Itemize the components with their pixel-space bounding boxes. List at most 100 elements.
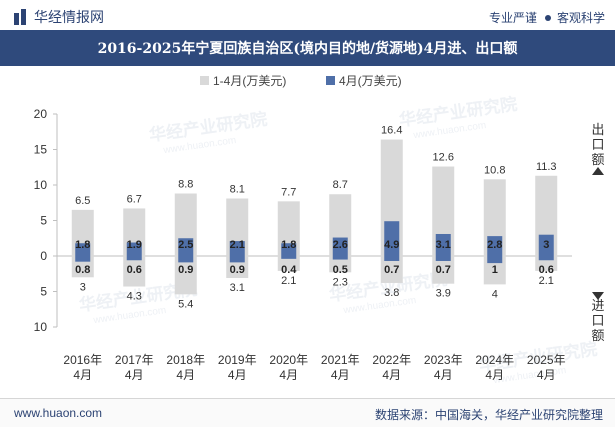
brand-name: 华经情报网 [34, 9, 104, 25]
bar-import-1-4 [380, 256, 403, 283]
label-export-1-4: 11.3 [536, 161, 557, 173]
label-import-1-4: 3.9 [436, 288, 451, 300]
label-import-april: 0.7 [384, 264, 399, 276]
label-import-april: 0.9 [230, 264, 245, 276]
x-tick-label: 2022年 4月 [372, 353, 411, 382]
bar-import-1-4 [329, 256, 352, 273]
label-export-1-4: 7.7 [281, 186, 296, 198]
label-export-april: 3 [543, 239, 549, 251]
bar-export-april [126, 242, 142, 256]
bar-export-1-4 [432, 166, 455, 256]
label-export-1-4: 6.7 [127, 193, 142, 205]
chart-title: 2016-2025年宁夏回族自治区(境内目的地/货源地)4月进、出口额 [97, 41, 518, 57]
bar-import-1-4 [174, 256, 197, 295]
top-bar: 华经情报网 专业严谨 客观科学 [0, 0, 615, 30]
x-tick-label: 2024年 4月 [475, 353, 514, 382]
bar-export-april [332, 237, 348, 256]
bar-import-april [435, 256, 451, 261]
label-import-1-4: 4.3 [127, 291, 142, 303]
bar-import-april [178, 256, 194, 263]
bar-import-april [384, 256, 400, 261]
x-tick-label: 2019年 4月 [218, 353, 257, 382]
bar-import-april [332, 256, 348, 260]
x-tick-label: 2018年 4月 [166, 353, 205, 382]
bar-export-april [538, 234, 554, 256]
arrow-down-icon [592, 292, 604, 300]
legend-swatch-cumulative [200, 76, 209, 85]
label-import-1-4: 4 [492, 288, 498, 300]
label-export-april: 2.8 [487, 239, 502, 251]
footer: www.huaon.com 数据来源：中国海关，华经产业研究院整理 [0, 398, 615, 427]
x-tick-label: 2021年 4月 [321, 353, 360, 382]
label-import-1-4: 2.3 [333, 276, 348, 288]
y-tick-label: 0 [40, 249, 47, 263]
label-export-1-4: 8.1 [230, 183, 245, 195]
bar-import-1-4 [123, 256, 146, 287]
y-tick-label: 10 [34, 320, 48, 334]
label-export-1-4: 16.4 [381, 125, 402, 137]
legend-swatch-april [326, 76, 335, 85]
bar-export-april [384, 221, 400, 256]
brand-bars-icon [14, 9, 28, 25]
x-tick-label: 2020年 4月 [269, 353, 308, 382]
label-import-1-4: 3 [80, 281, 86, 293]
bar-export-april [75, 243, 91, 256]
bar-import-april [126, 256, 142, 261]
label-import-april: 0.6 [127, 264, 142, 276]
label-import-april: 0.7 [436, 264, 451, 276]
bar-export-april [178, 238, 194, 256]
label-export-april: 2.6 [333, 239, 348, 251]
x-tick-label: 2017年 4月 [115, 353, 154, 382]
bar-import-april [229, 256, 245, 263]
bar-import-1-4 [277, 256, 300, 271]
y-tick-label: 20 [34, 107, 48, 121]
y-tick-label: 5 [40, 214, 47, 228]
label-export-april: 1.8 [75, 239, 90, 251]
title-bar: 2016-2025年宁夏回族自治区(境内目的地/货源地)4月进、出口额 [0, 30, 615, 66]
y-tick-label: 15 [34, 143, 48, 157]
tag-right: 客观科学 [556, 11, 605, 25]
y-tick-label: 10 [34, 178, 48, 192]
brand-logo[interactable]: 华经情报网 [14, 7, 104, 27]
label-import-april: 0.5 [333, 264, 348, 276]
side-label-export-char: 额 [591, 152, 604, 167]
label-export-1-4: 8.8 [178, 179, 193, 191]
label-import-april: 0.8 [75, 264, 90, 276]
legend-label-cumulative: 1-4月(万美元) [213, 74, 286, 88]
side-label-export-char: 出 [591, 122, 604, 137]
side-label-import-char: 进 [591, 298, 604, 313]
legend-label-april: 4月(万美元) [339, 74, 402, 88]
bar-export-1-4 [277, 201, 300, 256]
x-tick-label: 2025年 4月 [527, 353, 566, 382]
label-import-april: 0.9 [178, 264, 193, 276]
label-import-april: 0.6 [539, 264, 554, 276]
tag-left: 专业严谨 [488, 11, 537, 25]
bar-import-april [281, 256, 297, 259]
label-import-1-4: 5.4 [178, 298, 193, 310]
label-export-1-4: 6.5 [75, 195, 90, 207]
label-export-april: 2.1 [230, 239, 245, 251]
label-import-april: 1 [492, 264, 498, 276]
arrow-up-icon [592, 167, 604, 175]
label-export-april: 1.9 [127, 239, 142, 251]
label-export-april: 3.1 [436, 239, 451, 251]
bar-export-april [435, 233, 451, 256]
bar-import-1-4 [432, 256, 455, 284]
x-tick-label: 2016年 4月 [63, 353, 102, 382]
dot-icon [544, 14, 551, 21]
label-import-1-4: 3.8 [384, 287, 399, 299]
side-label-export-char: 口 [591, 137, 604, 152]
label-import-1-4: 2.1 [281, 275, 296, 287]
bar-import-april [487, 256, 503, 264]
side-label-import-char: 口 [591, 313, 604, 328]
label-export-april: 2.5 [178, 239, 193, 251]
footer-url[interactable]: www.huaon.com [14, 406, 103, 420]
label-import-april: 0.4 [281, 264, 297, 276]
bar-export-april [487, 236, 503, 256]
bar-export-april [281, 243, 297, 256]
label-export-1-4: 12.6 [433, 152, 454, 164]
label-export-april: 4.9 [384, 239, 399, 251]
chart: 华经产业研究院www.huaon.com华经产业研究院www.huaon.com… [34, 74, 605, 386]
x-tick-label: 2023年 4月 [424, 353, 463, 382]
label-import-1-4: 2.1 [539, 275, 554, 287]
